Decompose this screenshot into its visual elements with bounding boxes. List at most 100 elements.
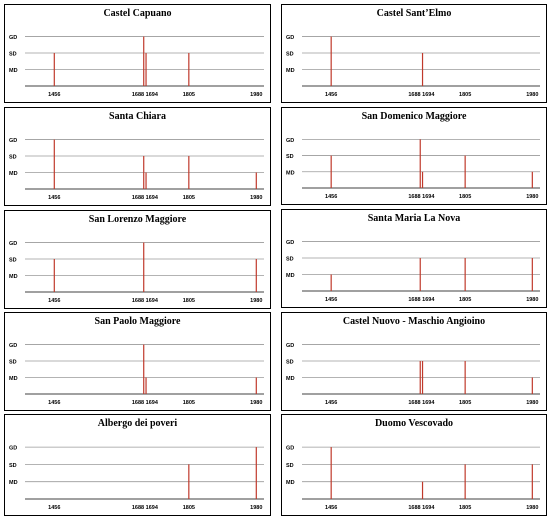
y-tick-label: SD — [286, 463, 294, 469]
y-tick-label: GD — [286, 446, 294, 452]
x-tick-label: 1980 — [250, 92, 262, 98]
y-tick-label: MD — [286, 273, 295, 279]
x-tick-label: 1805 — [183, 298, 195, 304]
x-tick-label: 1688 1694 — [408, 400, 435, 406]
y-tick-label: SD — [9, 463, 17, 469]
chart-plot: MD SD GD 1456 1688 1694 1805 1980 — [286, 240, 540, 303]
x-tick-label: 1980 — [526, 92, 538, 98]
y-tick-label: MD — [9, 68, 18, 74]
x-tick-label: 1805 — [183, 92, 195, 98]
chart-plot: MD SD GD 1456 1688 1694 1805 1980 — [9, 138, 264, 201]
chart-plot: MD SD GD 1456 1688 1694 1805 1980 — [286, 343, 540, 406]
y-tick-label: MD — [286, 480, 295, 486]
chart-title: Santa Maria La Nova — [367, 213, 461, 224]
x-tick-label: 1805 — [459, 297, 471, 303]
x-tick-label: 1456 — [48, 298, 60, 304]
chart-title: Castel Sant’Elmo — [376, 8, 452, 19]
y-tick-label: GD — [286, 240, 294, 246]
chart-panel: Castel Capuano MD SD GD 1456 1688 1694 1805 198… — [4, 4, 271, 103]
y-tick-label: GD — [9, 343, 17, 349]
x-tick-label: 1456 — [325, 400, 337, 406]
y-tick-label: GD — [286, 343, 294, 349]
y-tick-label: GD — [286, 35, 294, 41]
x-tick-label: 1456 — [325, 505, 337, 511]
y-tick-label: GD — [9, 35, 17, 41]
x-tick-label: 1688 1694 — [408, 505, 435, 511]
x-tick-label: 1980 — [526, 194, 538, 200]
chart-title: Albergo dei poveri — [97, 418, 178, 429]
x-tick-label: 1980 — [250, 195, 262, 201]
y-tick-label: SD — [286, 52, 294, 58]
y-tick-label: SD — [9, 258, 17, 264]
y-tick-label: SD — [286, 257, 294, 263]
chart-title: Duomo Vescovado — [374, 418, 454, 429]
chart-plot: MD SD GD 1456 1688 1694 1805 1980 — [9, 241, 264, 304]
chart-panel: San Domenico Maggiore MD SD GD 1456 1688 1694… — [281, 107, 547, 205]
x-tick-label: 1688 1694 — [132, 400, 159, 406]
x-tick-label: 1456 — [48, 400, 60, 406]
y-tick-label: MD — [286, 68, 295, 74]
x-tick-label: 1456 — [48, 505, 60, 511]
y-tick-label: SD — [9, 52, 17, 58]
chart-plot: MD SD GD 1456 1688 1694 1805 1980 — [9, 343, 264, 406]
chart-plot: MD SD GD 1456 1688 1694 1805 1980 — [286, 446, 540, 511]
chart-plot: MD SD GD 1456 1688 1694 1805 1980 — [9, 446, 264, 511]
chart-plot: MD SD GD 1456 1688 1694 1805 1980 — [286, 138, 540, 200]
y-tick-label: GD — [9, 241, 17, 247]
x-tick-label: 1980 — [526, 505, 538, 511]
chart-title: San Paolo Maggiore — [94, 316, 181, 327]
x-tick-label: 1456 — [48, 195, 60, 201]
y-tick-label: SD — [286, 154, 294, 160]
chart-title: San Lorenzo Maggiore — [88, 214, 187, 225]
y-tick-label: MD — [9, 376, 18, 382]
x-tick-label: 1980 — [250, 505, 262, 511]
x-tick-label: 1688 1694 — [408, 194, 435, 200]
y-tick-label: GD — [9, 138, 17, 144]
y-tick-label: MD — [286, 170, 295, 176]
chart-panel: San Lorenzo Maggiore MD SD GD 1456 1688 1694 1… — [4, 210, 271, 309]
chart-title: San Domenico Maggiore — [361, 111, 467, 122]
chart-plot: MD SD GD 1456 1688 1694 1805 1980 — [286, 35, 540, 98]
y-tick-label: SD — [9, 360, 17, 366]
x-tick-label: 1805 — [183, 400, 195, 406]
x-tick-label: 1805 — [459, 194, 471, 200]
x-tick-label: 1456 — [325, 297, 337, 303]
x-tick-label: 1805 — [183, 505, 195, 511]
x-tick-label: 1688 1694 — [132, 505, 159, 511]
chart-panel: Castel Sant’Elmo MD SD GD 1456 1688 1694 1805 1… — [281, 4, 547, 103]
chart-panel: San Paolo Maggiore MD SD GD 1456 1688 1694 180… — [4, 312, 271, 411]
chart-panel: Albergo dei poveri MD SD GD 1456 1688 1694 180… — [4, 414, 271, 516]
chart-title: Santa Chiara — [109, 111, 166, 122]
chart-title: Castel Capuano — [103, 8, 172, 19]
chart-plot: MD SD GD 1456 1688 1694 1805 1980 — [9, 35, 264, 98]
x-tick-label: 1805 — [459, 92, 471, 98]
x-tick-label: 1980 — [526, 297, 538, 303]
chart-panel: Santa Chiara MD SD GD 1456 1688 1694 1805 1980 — [4, 107, 271, 206]
x-tick-label: 1456 — [325, 194, 337, 200]
y-tick-label: MD — [286, 376, 295, 382]
x-tick-label: 1688 1694 — [408, 92, 435, 98]
x-tick-label: 1980 — [250, 298, 262, 304]
x-tick-label: 1805 — [459, 400, 471, 406]
x-tick-label: 1688 1694 — [132, 298, 159, 304]
y-tick-label: SD — [9, 155, 17, 161]
chart-panel: Castel Nuovo - Maschio Angioino MD SD GD 145… — [281, 312, 547, 411]
x-tick-label: 1980 — [526, 400, 538, 406]
x-tick-label: 1688 1694 — [132, 195, 159, 201]
y-tick-label: GD — [286, 138, 294, 144]
x-tick-label: 1688 1694 — [408, 297, 435, 303]
x-tick-label: 1805 — [459, 505, 471, 511]
chart-title: Castel Nuovo - Maschio Angioino — [342, 316, 486, 327]
chart-panel: Santa Maria La Nova MD SD GD 1456 1688 1694 18… — [281, 209, 547, 308]
x-tick-label: 1456 — [325, 92, 337, 98]
y-tick-label: MD — [9, 171, 18, 177]
y-tick-label: MD — [9, 480, 18, 486]
chart-panel: Duomo Vescovado MD SD GD 1456 1688 1694 1805 19… — [281, 414, 547, 516]
x-tick-label: 1980 — [250, 400, 262, 406]
y-tick-label: GD — [9, 446, 17, 452]
y-tick-label: MD — [9, 274, 18, 280]
x-tick-label: 1805 — [183, 195, 195, 201]
x-tick-label: 1688 1694 — [132, 92, 159, 98]
y-tick-label: SD — [286, 360, 294, 366]
x-tick-label: 1456 — [48, 92, 60, 98]
